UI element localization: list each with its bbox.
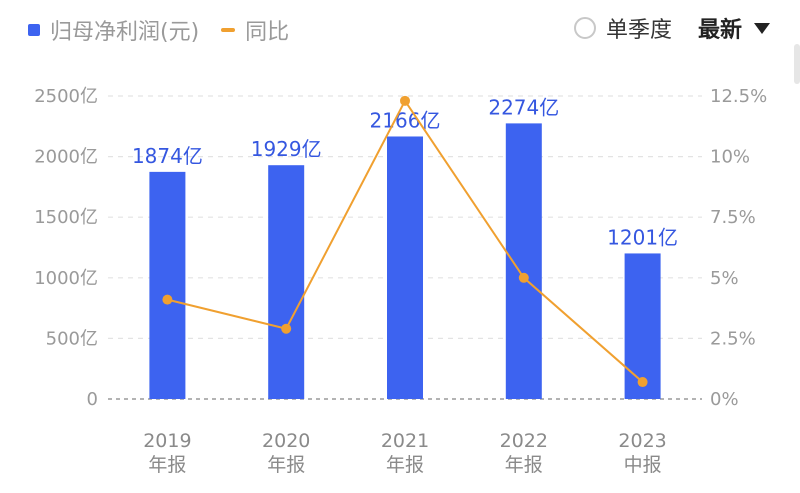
chart-header: 归母净利润(元) 同比 单季度 最新	[0, 0, 800, 62]
single-quarter-label: 单季度	[605, 18, 672, 43]
legend: 归母净利润(元) 同比	[28, 14, 311, 46]
bar	[149, 171, 186, 399]
bar-data-label: 2274亿	[488, 95, 559, 119]
y-right-tick-label: 5%	[710, 268, 739, 289]
x-tick-label: 2020 年报	[262, 430, 310, 476]
x-tick-label: 2022 年报	[500, 430, 548, 476]
scrollbar[interactable]	[794, 44, 800, 84]
y-right-tick-label: 0%	[710, 389, 739, 410]
yoy-point	[518, 272, 529, 283]
bar-data-label: 1874亿	[132, 144, 203, 168]
bar-series-swatch-icon	[28, 24, 40, 36]
bar-data-label: 1929亿	[251, 137, 322, 161]
y-left-tick-label: 500亿	[46, 328, 98, 349]
y-right-tick-label: 7.5%	[710, 207, 756, 228]
legend-item-yoy[interactable]: 同比	[221, 14, 289, 46]
bar	[505, 123, 542, 399]
x-tick-label: 2019 年报	[143, 430, 191, 476]
radio-circle-icon[interactable]	[573, 17, 596, 39]
y-right-tick-label: 2.5%	[710, 328, 756, 349]
legend-label-yoy: 同比	[245, 20, 290, 45]
line-series-swatch-icon	[221, 28, 236, 32]
y-right-tick-label: 10%	[710, 147, 750, 168]
y-left-tick-label: 2000亿	[34, 147, 98, 168]
y-left-tick-label: 1000亿	[34, 268, 98, 289]
yoy-point	[281, 323, 292, 334]
single-quarter-toggle[interactable]: 单季度	[573, 12, 672, 44]
yoy-point	[637, 377, 648, 388]
y-left-tick-label: 0	[87, 389, 98, 410]
bar-data-label: 2166亿	[370, 108, 441, 132]
chart-controls: 单季度 最新	[573, 12, 770, 44]
period-dropdown-value: 最新	[697, 18, 742, 43]
bar	[268, 165, 305, 399]
x-tick-label: 2021 年报	[381, 430, 429, 476]
bar-data-label: 1201亿	[607, 225, 678, 249]
yoy-point	[400, 95, 410, 106]
legend-label-net-profit: 归母净利润(元)	[50, 20, 200, 45]
legend-item-net-profit[interactable]: 归母净利润(元)	[28, 14, 199, 46]
bar	[387, 136, 423, 399]
yoy-point	[162, 294, 173, 305]
y-right-tick-label: 12.5%	[710, 86, 767, 107]
x-tick-label: 2023 中报	[618, 430, 666, 476]
y-left-tick-label: 1500亿	[34, 207, 98, 228]
y-left-tick-label: 2500亿	[34, 86, 98, 107]
caret-down-icon[interactable]	[754, 22, 770, 34]
bar	[624, 253, 661, 399]
period-dropdown[interactable]: 最新	[698, 12, 770, 44]
